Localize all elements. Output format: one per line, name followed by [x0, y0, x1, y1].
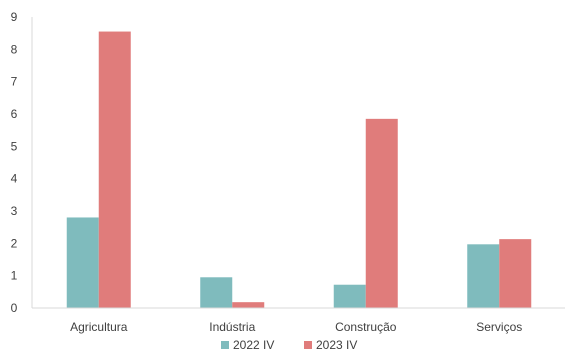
bar-serviços-1: [499, 239, 532, 308]
y-tick-label: 0: [11, 301, 18, 315]
y-tick-label: 6: [11, 107, 18, 121]
bar-indústria-0: [200, 277, 233, 308]
legend: 2022 IV 2023 IV: [221, 338, 357, 352]
x-tick-label: Serviços: [476, 320, 522, 334]
y-tick-label: 5: [11, 139, 18, 153]
legend-label: 2023 IV: [316, 338, 357, 352]
legend-swatch: [304, 341, 312, 349]
y-tick-label: 7: [11, 75, 18, 89]
y-tick-label: 3: [11, 204, 18, 218]
bars: [66, 31, 532, 309]
bar-indústria-1: [232, 302, 265, 308]
y-tick-label: 9: [11, 10, 18, 24]
bar-agricultura-1: [98, 31, 131, 309]
y-tick-label: 8: [11, 42, 18, 56]
y-tick-label: 4: [11, 172, 18, 186]
x-tick-label: Construção: [335, 320, 397, 334]
legend-label: 2022 IV: [233, 338, 274, 352]
legend-swatch: [221, 341, 229, 349]
y-tick-label: 2: [11, 236, 18, 250]
bar-construção-0: [333, 284, 366, 308]
x-axis: Agricultura Indústria Construção Serviços: [32, 307, 565, 334]
bar-serviços-0: [467, 244, 500, 308]
y-tick-label: 1: [11, 269, 18, 283]
x-tick-label: Agricultura: [70, 320, 128, 334]
x-tick-label: Indústria: [209, 320, 255, 334]
bar-construção-1: [365, 118, 398, 308]
bar-agricultura-0: [66, 217, 99, 308]
y-axis: 0 1 2 3 4 5 6 7 8 9: [11, 10, 33, 315]
